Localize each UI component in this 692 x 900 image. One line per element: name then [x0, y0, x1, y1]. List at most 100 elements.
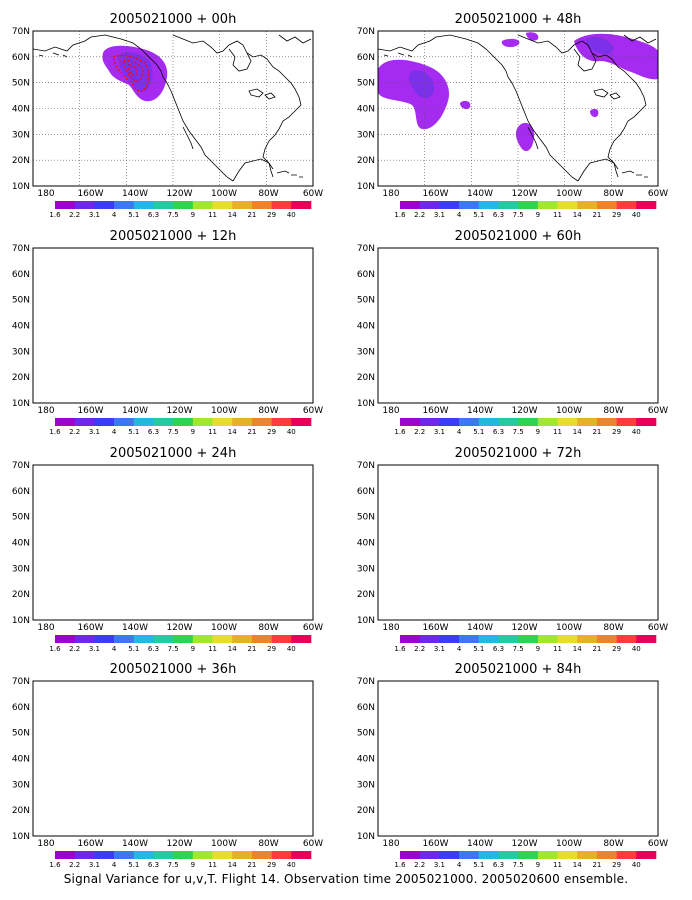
- y-tick-label: 70N: [357, 677, 375, 687]
- y-tick-label: 30N: [12, 130, 30, 140]
- x-tick-label: 120W: [511, 623, 537, 633]
- colorbar-swatch: [114, 418, 135, 426]
- colorbar-label: 9: [191, 428, 195, 436]
- y-tick-label: 20N: [357, 156, 375, 166]
- colorbar-swatch: [94, 851, 115, 859]
- colorbar-label: 11: [553, 861, 562, 869]
- y-tick-label: 20N: [357, 590, 375, 600]
- x-tick-label: 120W: [511, 406, 537, 416]
- colorbar-swatch: [232, 635, 253, 643]
- coastline: [527, 126, 539, 150]
- colorbar-label: 5.1: [128, 211, 139, 219]
- colorbar-swatch: [74, 851, 95, 859]
- y-tick-label: 40N: [12, 755, 30, 765]
- map-frame: [377, 464, 659, 621]
- colorbar-label: 6.3: [148, 645, 159, 653]
- colorbar: 1.6 2.2 3.1 4 5.1 6.3 7.5 9 11 14 21 29 40: [394, 635, 657, 653]
- colorbar-swatch: [518, 201, 539, 209]
- panel-title: 2005021000 + 24h: [110, 446, 237, 461]
- colorbar-swatch: [251, 851, 272, 859]
- colorbar-swatch: [537, 201, 558, 209]
- y-tick-label: 30N: [357, 347, 375, 357]
- map-background: [378, 465, 658, 620]
- y-tick-label: 20N: [12, 806, 30, 816]
- colorbar-swatch: [439, 201, 460, 209]
- map-background: [378, 681, 658, 836]
- y-tick-label: 40N: [12, 539, 30, 549]
- colorbar-swatch: [133, 418, 154, 426]
- coastline: [276, 170, 303, 178]
- x-tick-label: 160W: [77, 406, 103, 416]
- x-tick-label: 180: [382, 839, 399, 849]
- colorbar-swatch: [459, 201, 480, 209]
- colorbar-label: 3.1: [89, 645, 100, 653]
- y-tick-label: 70N: [357, 461, 375, 471]
- colorbar-label: 11: [553, 211, 562, 219]
- variance-region: [409, 70, 435, 99]
- colorbar-label: 4: [112, 428, 117, 436]
- y-tick-label: 70N: [12, 677, 30, 687]
- y-tick-label: 50N: [12, 729, 30, 739]
- x-tick-label: 60W: [648, 406, 668, 416]
- colorbar-label: 5.1: [473, 861, 484, 869]
- x-tick-label: 100W: [556, 839, 582, 849]
- y-tick-label: 20N: [12, 590, 30, 600]
- colorbar-label: 2.2: [414, 428, 425, 436]
- colorbar-swatch: [498, 418, 519, 426]
- map-area: 10N 20N 30N 40N 50N 60N 70N 180 160W 140W 120W 100W…: [12, 27, 323, 199]
- colorbar-swatch: [577, 418, 598, 426]
- panel-title: 2005021000 + 00h: [110, 12, 237, 27]
- colorbar-swatch: [153, 201, 174, 209]
- colorbar-label: 14: [228, 645, 237, 653]
- colorbar-swatch: [537, 851, 558, 859]
- colorbar-label: 9: [536, 428, 540, 436]
- colorbar-label: 1.6: [394, 211, 406, 219]
- colorbar: 1.6 2.2 3.1 4 5.1 6.3 7.5 9 11 14 21 29 40: [394, 851, 657, 869]
- x-tick-label: 160W: [422, 839, 448, 849]
- x-tick-label: 60W: [303, 189, 323, 199]
- colorbar-label: 21: [247, 645, 256, 653]
- colorbar-label: 4: [112, 861, 117, 869]
- colorbar-swatch: [478, 201, 499, 209]
- colorbar-swatch: [291, 851, 312, 859]
- x-tick-label: 80W: [603, 189, 623, 199]
- x-tick-label: 140W: [122, 189, 148, 199]
- map-frame: [32, 247, 314, 404]
- colorbar-swatch: [153, 418, 174, 426]
- coastline: [182, 126, 194, 150]
- y-tick-label: 50N: [357, 729, 375, 739]
- y-tick-label: 10N: [12, 616, 30, 626]
- y-tick-label: 60N: [357, 53, 375, 63]
- variance-region: [378, 59, 450, 130]
- colorbar-label: 4: [112, 645, 117, 653]
- colorbar-label: 2.2: [69, 645, 80, 653]
- colorbar-label: 29: [267, 645, 276, 653]
- colorbar-swatch: [232, 418, 253, 426]
- colorbar-swatch: [557, 201, 578, 209]
- colorbar-label: 7.5: [168, 428, 179, 436]
- x-tick-label: 160W: [422, 623, 448, 633]
- y-tick-label: 70N: [357, 27, 375, 37]
- y-tick-label: 10N: [12, 399, 30, 409]
- x-tick-label: 120W: [166, 406, 192, 416]
- map-background: [33, 681, 313, 836]
- panel-title: 2005021000 + 84h: [455, 662, 582, 677]
- colorbar-label: 40: [632, 211, 641, 219]
- colorbar-swatch: [419, 418, 440, 426]
- y-tick-label: 50N: [12, 79, 30, 89]
- x-tick-label: 60W: [303, 839, 323, 849]
- coastline: [609, 92, 621, 100]
- colorbar-label: 21: [247, 861, 256, 869]
- y-tick-label: 70N: [12, 244, 30, 254]
- x-tick-label: 60W: [648, 623, 668, 633]
- y-tick-label: 20N: [12, 156, 30, 166]
- colorbar-label: 11: [208, 645, 217, 653]
- map-inner: [33, 31, 313, 186]
- variance-contour: [128, 64, 138, 76]
- map-area: 10N 20N 30N 40N 50N 60N 70N 180 160W 140W 120W 100W…: [357, 677, 668, 849]
- colorbar-label: 3.1: [89, 428, 100, 436]
- x-tick-label: 140W: [122, 406, 148, 416]
- colorbar-label: 11: [208, 211, 217, 219]
- colorbar-swatch: [518, 635, 539, 643]
- colorbar-label: 29: [267, 861, 276, 869]
